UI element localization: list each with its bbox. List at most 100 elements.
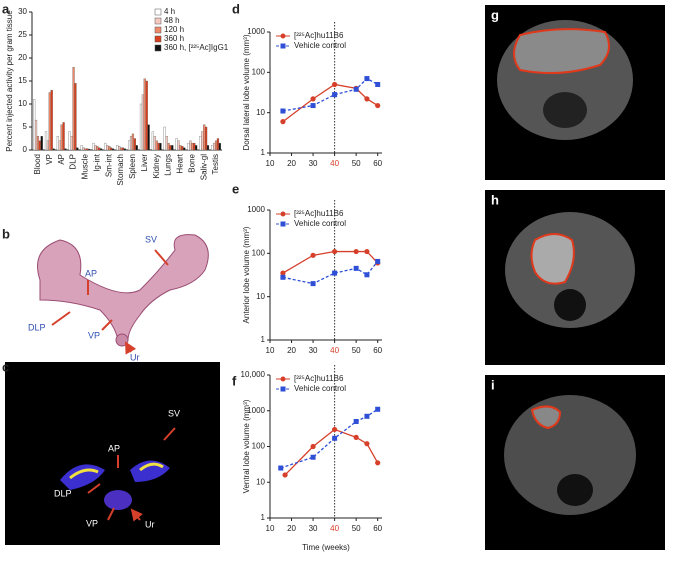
marker xyxy=(310,454,316,460)
bar xyxy=(206,145,210,151)
x-tick-label: 40 xyxy=(330,159,339,168)
legend-label: Vehicle control xyxy=(294,41,346,50)
image-label: SV xyxy=(145,234,157,244)
autoradiograph-signal xyxy=(60,427,176,520)
panel-letter: h xyxy=(491,192,499,207)
marker xyxy=(332,270,338,276)
bar xyxy=(98,147,101,151)
y-tick-label: 10 xyxy=(256,292,265,301)
bar xyxy=(187,142,190,151)
y-tick-label: 1 xyxy=(261,148,266,157)
image-label: AP xyxy=(85,268,97,278)
series-line xyxy=(282,250,379,274)
legend-label: Vehicle control xyxy=(294,384,346,393)
x-tick-label: Sm-int xyxy=(104,153,113,177)
x-tick-label: Stomach xyxy=(116,154,125,186)
bar xyxy=(68,131,71,151)
x-tick-label: 10 xyxy=(266,524,275,533)
series-line xyxy=(284,428,379,476)
image-label: Ur xyxy=(130,352,140,362)
bar xyxy=(183,147,186,151)
bar xyxy=(64,148,67,151)
bar xyxy=(153,136,156,151)
image-label: VP xyxy=(88,330,100,340)
bar xyxy=(118,146,121,151)
legend-marker xyxy=(280,386,286,392)
bar xyxy=(169,145,172,151)
x-tick-label: 60 xyxy=(373,346,382,355)
panel-letter: i xyxy=(491,377,495,392)
x-tick-label: Blood xyxy=(33,154,42,174)
y-axis-label: Ventral lobe volume (mm³) xyxy=(242,399,251,493)
bar xyxy=(82,147,85,151)
bar xyxy=(121,147,125,151)
y-tick-label: 100 xyxy=(252,67,266,76)
y-tick-label: 10 xyxy=(256,108,265,117)
marker xyxy=(353,265,359,271)
x-tick-label: 50 xyxy=(352,524,361,533)
x-tick-label: 30 xyxy=(309,524,318,533)
bar xyxy=(36,136,40,151)
bar xyxy=(139,103,143,151)
y-tick-label: 1000 xyxy=(247,27,265,36)
x-tick-label: VP xyxy=(45,154,54,165)
y-tick-label: 10 xyxy=(256,477,265,486)
x-tick-label: 60 xyxy=(373,159,382,168)
legend-swatch xyxy=(154,44,162,52)
x-tick-label: 30 xyxy=(309,159,318,168)
x-tick-label: 40 xyxy=(330,346,339,355)
bar xyxy=(147,124,150,151)
bar xyxy=(44,131,48,151)
x-tick-label: Lungs xyxy=(164,154,173,176)
marker xyxy=(332,426,338,433)
bar xyxy=(181,146,184,151)
histology-image xyxy=(37,234,209,352)
y-tick-label: 1 xyxy=(261,335,266,344)
marker xyxy=(364,248,370,255)
x-tick-label: AP xyxy=(57,154,66,165)
y-tick-label: 10 xyxy=(18,99,27,108)
marker xyxy=(375,81,381,87)
bar xyxy=(204,126,208,151)
bar xyxy=(86,148,89,151)
bar xyxy=(195,145,198,151)
panel-letter: d xyxy=(232,1,240,16)
x-tick-label: 30 xyxy=(309,346,318,355)
y-tick-label: 0 xyxy=(23,145,28,154)
marker xyxy=(353,248,359,255)
bar xyxy=(157,142,160,151)
bar xyxy=(70,136,73,151)
bar xyxy=(179,145,182,151)
legend-marker xyxy=(280,376,286,382)
bar xyxy=(191,142,194,151)
bar xyxy=(48,92,51,151)
marker xyxy=(375,406,381,412)
y-tick-label: 20 xyxy=(18,53,27,62)
bar xyxy=(151,131,154,151)
x-tick-label: Muscle xyxy=(81,153,90,179)
marker xyxy=(353,434,359,440)
image-label: SV xyxy=(168,408,180,418)
panel-letter: a xyxy=(2,1,10,16)
bar xyxy=(216,138,220,151)
marker xyxy=(332,92,338,98)
bar xyxy=(213,142,216,151)
bar xyxy=(94,145,97,151)
y-tick-label: 30 xyxy=(18,7,27,16)
panel-letter: e xyxy=(232,181,239,196)
marker xyxy=(364,413,370,419)
x-tick-label: Testis xyxy=(211,154,220,174)
bar xyxy=(177,140,180,151)
bar xyxy=(135,145,138,151)
x-tick-label: Kidney xyxy=(152,154,161,178)
marker xyxy=(278,465,284,471)
legend-label: [²²⁵Ac]hu11B6 xyxy=(294,31,344,40)
bar xyxy=(129,136,133,151)
bar xyxy=(123,148,126,151)
panel-letter: b xyxy=(2,226,10,241)
x-tick-label: 20 xyxy=(287,159,296,168)
bar xyxy=(203,124,206,151)
x-tick-label: Liver xyxy=(140,154,149,172)
series-line xyxy=(280,408,379,469)
